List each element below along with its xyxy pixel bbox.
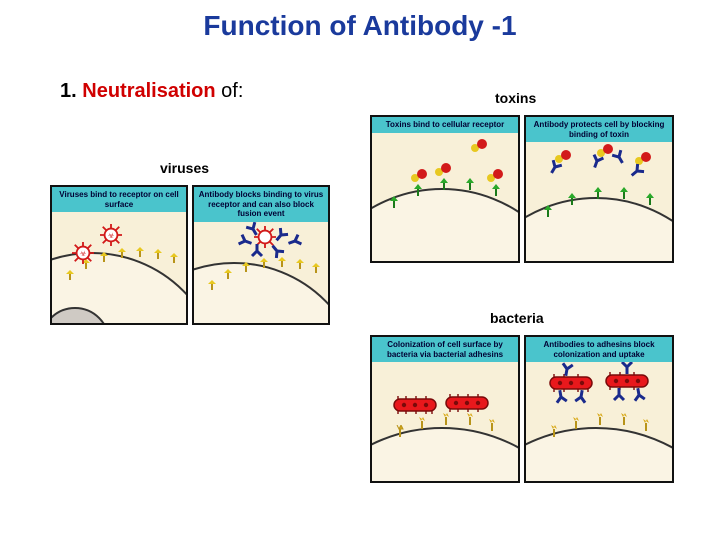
page-title: Function of Antibody -1 [0,10,720,42]
virus-caption-right: Antibody blocks binding to virus recepto… [194,187,328,222]
label-toxins: toxins [495,90,536,106]
virus-panel-left: Viruses bind to receptor on cell surface… [50,185,188,325]
toxin-art-left [372,133,518,261]
toxin-panel-left: Toxins bind to cellular receptor [370,115,520,263]
label-viruses: viruses [160,160,209,176]
svg-text:☣: ☣ [80,249,87,258]
virus-art-right [194,222,328,323]
svg-text:☣: ☣ [108,231,115,240]
bact-art-right [526,362,672,481]
toxin-caption-right: Antibody protects cell by blocking bindi… [526,117,672,142]
bacteria-panel-pair: Colonization of cell surface by bacteria… [370,335,674,483]
bact-panel-left: Colonization of cell surface by bacteria… [370,335,520,483]
heading-neutralisation: 1. Neutralisation of: [60,80,243,103]
toxin-art-right [526,142,672,261]
viruses-panel-pair: Viruses bind to receptor on cell surface… [50,185,330,325]
heading-tail: of: [221,80,243,102]
toxin-caption-left: Toxins bind to cellular receptor [372,117,518,133]
heading-keyword: Neutralisation [82,80,215,102]
heading-num: 1. [60,80,77,102]
virus-panel-right: Antibody blocks binding to virus recepto… [192,185,330,325]
toxin-panel-right: Antibody protects cell by blocking bindi… [524,115,674,263]
bact-caption-left: Colonization of cell surface by bacteria… [372,337,518,362]
label-bacteria: bacteria [490,310,544,326]
bact-caption-right: Antibodies to adhesins block colonizatio… [526,337,672,362]
virus-art-left: ☣ ☣ [52,212,186,323]
toxins-panel-pair: Toxins bind to cellular receptor Antibod… [370,115,674,263]
bact-art-left [372,362,518,481]
bact-panel-right: Antibodies to adhesins block colonizatio… [524,335,674,483]
virus-caption-left: Viruses bind to receptor on cell surface [52,187,186,212]
